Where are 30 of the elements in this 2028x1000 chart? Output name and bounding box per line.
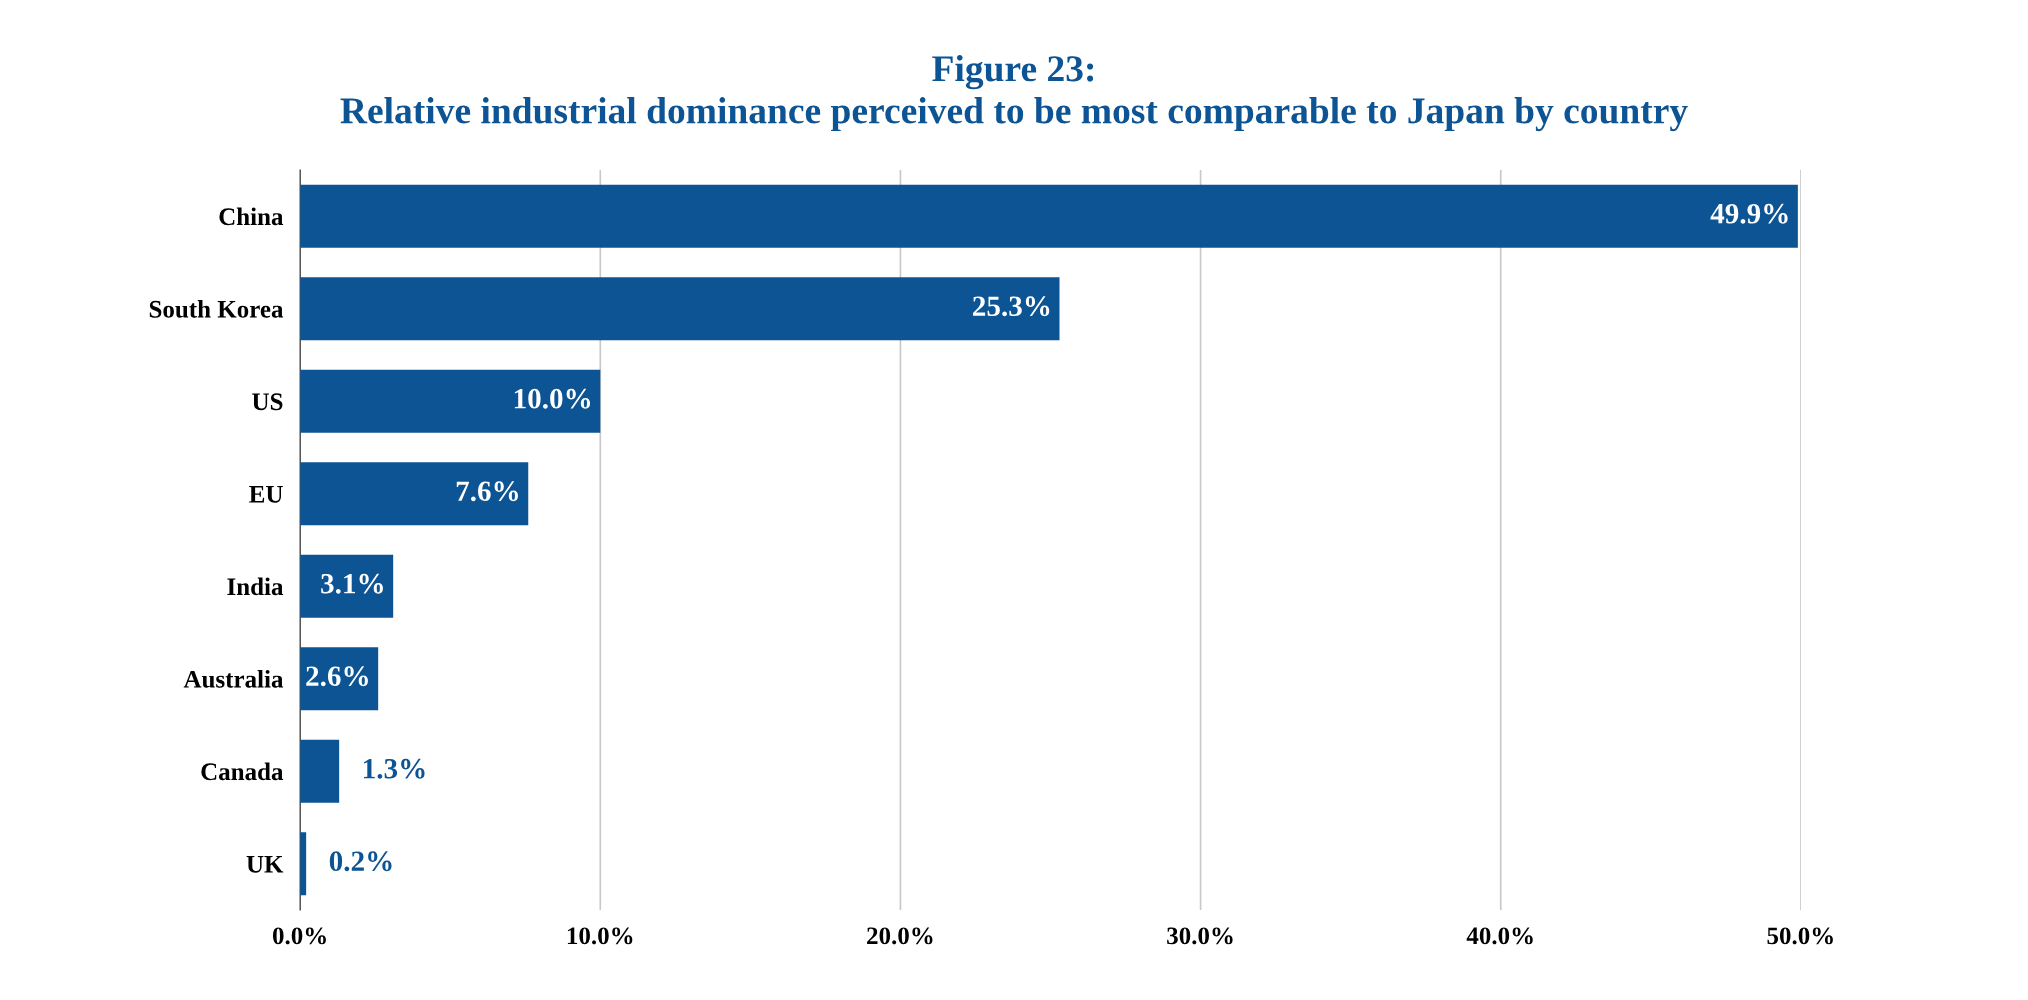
y-tick-label: Australia	[183, 670, 284, 688]
y-tick-label: India	[227, 577, 284, 596]
data-label: 0.2%	[329, 851, 392, 872]
x-tick-label: 40.0%	[1466, 927, 1533, 945]
bar	[300, 369, 601, 433]
y-tick-label: UK	[246, 856, 284, 873]
data-label: 1.3%	[364, 758, 425, 779]
bar	[300, 554, 394, 618]
bar	[300, 739, 340, 803]
y-tick-label: South Korea	[149, 300, 284, 318]
data-label: 25.3%	[973, 296, 1050, 317]
y-tick-label: Canada	[201, 762, 284, 781]
y-tick-label: US	[252, 393, 283, 411]
data-label: 49.9%	[1710, 203, 1788, 224]
data-label: 2.6%	[306, 666, 368, 687]
bar	[300, 647, 379, 711]
bar	[300, 277, 1060, 341]
x-tick-label: 50.0%	[1767, 927, 1833, 945]
x-tick-label: 0.0%	[272, 927, 326, 945]
bar	[300, 184, 1798, 248]
x-tick-label: 30.0%	[1167, 927, 1233, 945]
data-label: 10.0%	[514, 388, 591, 409]
data-label: 3.1%	[321, 573, 383, 594]
y-tick-label: China	[219, 207, 284, 226]
x-tick-label: 20.0%	[867, 927, 933, 945]
x-tick-label: 10.0%	[567, 927, 633, 945]
chart-title: Figure 23: Relative industrial dominance perceived to be most comparable to Japan by country	[340, 55, 1688, 132]
bar	[300, 462, 529, 526]
y-tick-label: EU	[249, 486, 283, 503]
data-label: 7.6%	[456, 481, 519, 502]
